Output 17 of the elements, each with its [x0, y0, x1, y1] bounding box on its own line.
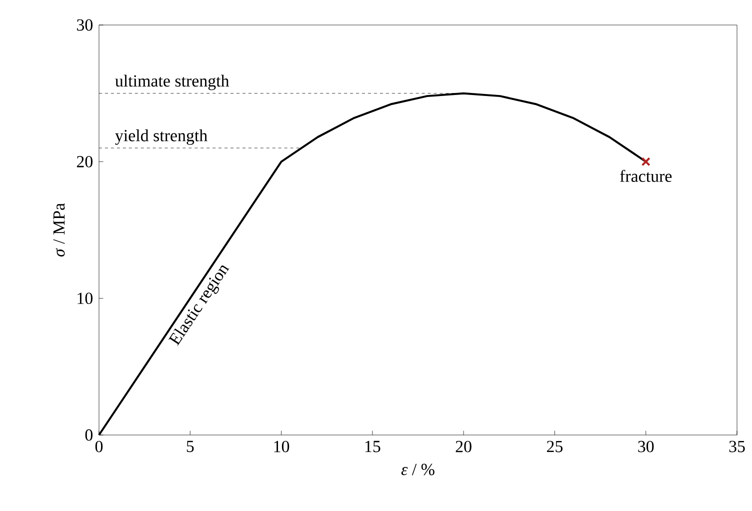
- x-tick-label: 5: [186, 440, 194, 452]
- annotation: fracture: [620, 170, 672, 182]
- ref-line-label: ultimate strength: [115, 74, 230, 90]
- y-tick-label: 10: [78, 292, 93, 304]
- x-tick-label: 30: [638, 440, 654, 452]
- y-tick-label: 30: [77, 19, 93, 31]
- y-tick-label: 20: [76, 156, 93, 168]
- x-tick-label: 35: [729, 440, 745, 452]
- y-axis-title: σ / MPa: [53, 203, 65, 257]
- x-tick-label: 15: [365, 440, 380, 452]
- x-tick-label: 10: [274, 440, 290, 452]
- x-tick-label: 0: [95, 440, 103, 452]
- x-axis-title: ε / %: [401, 464, 434, 476]
- x-tick-label: 20: [456, 440, 472, 452]
- x-tick-label: 25: [547, 440, 563, 452]
- y-tick-label: 0: [85, 429, 93, 441]
- ref-line-label: yield strength: [115, 129, 208, 145]
